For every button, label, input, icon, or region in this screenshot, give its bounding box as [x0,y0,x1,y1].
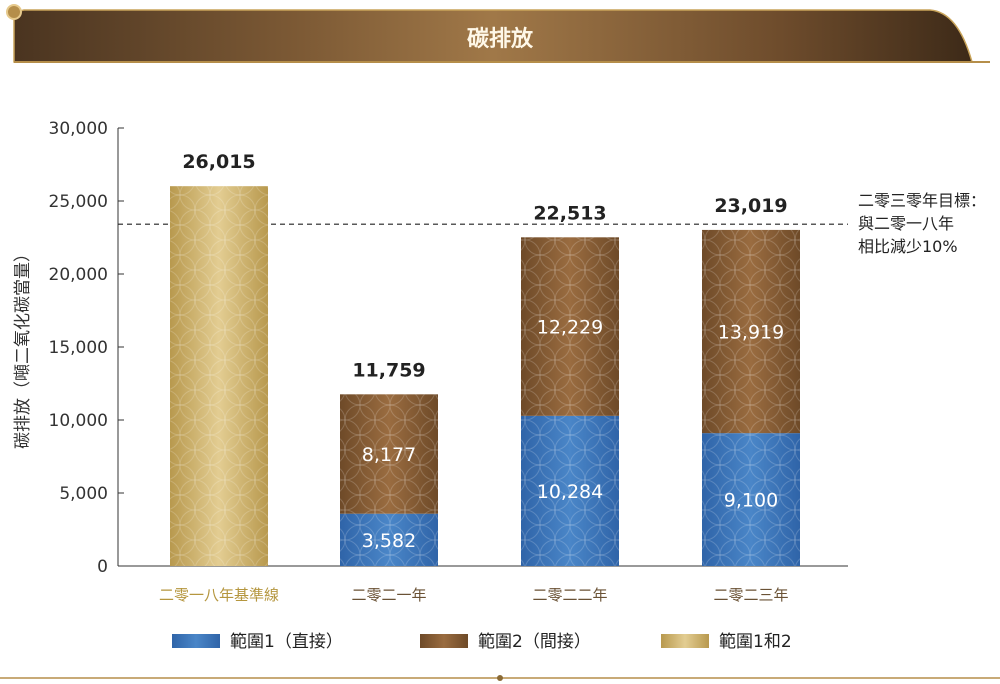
target-annotation-line: 二零三零年目標： [858,191,986,210]
bar-pattern-overlay [702,229,800,434]
y-tick-label: 10,000 [49,411,108,431]
bar-pattern-overlay [521,237,619,416]
y-tick-label: 15,000 [49,338,108,358]
bar-total-label: 23,019 [714,195,787,217]
y-tick-label: 25,000 [49,192,108,212]
legend-swatch [661,634,709,648]
bar-total-label: 26,015 [182,151,255,173]
banner-title: 碳排放 [467,26,534,52]
y-tick-label: 20,000 [49,265,108,285]
x-category-label: 二零二一年 [351,586,426,604]
title-banner: 碳排放 [6,4,990,63]
y-tick-label: 0 [97,557,108,577]
footer-dot-icon [497,675,503,681]
bar-pattern-overlay [521,415,619,566]
legend-swatch [420,634,468,648]
chart-labels: 26,015 二零一八年基準線 3,582 8,177 11,759 二零二一年 10,28… [159,151,986,604]
bar-value-label: 8,177 [362,444,416,466]
bar-total-label: 22,513 [533,202,606,224]
bar-pattern-overlay [170,186,268,566]
y-axis-label: 碳排放（噸二氧化碳當量） [13,245,33,449]
x-category-label: 二零二三年 [713,586,788,604]
banner-ornament-icon [6,4,22,20]
bar-value-label: 13,919 [718,322,784,344]
bar-value-label: 10,284 [537,481,603,503]
x-category-label: 二零二二年 [532,586,607,604]
footer-divider [0,675,1000,681]
bar-value-label: 3,582 [362,530,416,552]
chart-axes: 0 5,000 10,000 15,000 20,000 25,000 30,000 碳排放（… [13,119,848,577]
y-tick-label: 30,000 [49,119,108,139]
x-category-label: 二零一八年基準線 [159,586,279,604]
bar-value-label: 9,100 [724,490,778,512]
bar-value-label: 12,229 [537,317,603,339]
legend-label: 範圍1（直接） [230,632,343,652]
chart-legend: 範圍1（直接） 範圍2（間接） 範圍1和2 [172,632,792,652]
legend-label: 範圍2（間接） [478,632,591,652]
legend-label: 範圍1和2 [719,632,792,652]
bar-pattern-overlay [340,513,438,566]
y-tick-label: 5,000 [59,484,108,504]
target-annotation-line: 與二零一八年 [858,214,954,233]
bar-pattern-overlay [340,394,438,514]
chart-bars [170,186,800,566]
target-annotation-line: 相比減少10% [858,237,958,256]
bar-total-label: 11,759 [352,359,425,381]
bar-pattern-overlay [702,433,800,566]
legend-swatch [172,634,220,648]
